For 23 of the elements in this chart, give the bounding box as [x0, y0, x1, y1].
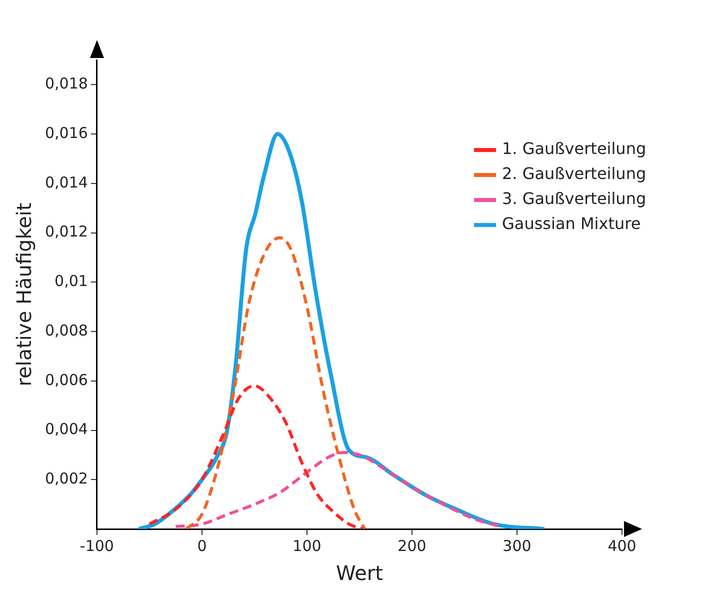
y-tick-label: 0,006: [44, 370, 88, 389]
y-axis-title: relative Häufigkeit: [12, 202, 36, 386]
y-tick-label: 0,008: [44, 321, 88, 340]
line-series: [148, 384, 364, 529]
y-tick-label: 0,004: [44, 420, 88, 438]
y-tick-label: 0,01: [54, 272, 88, 290]
y-tick-label: 0,014: [44, 173, 88, 192]
x-tick-label: 100: [292, 536, 322, 555]
x-tick-label: -100: [80, 536, 114, 555]
x-tick-label: 0: [197, 536, 207, 555]
line-series: [184, 236, 366, 529]
y-tick-label: 0,002: [44, 470, 88, 488]
x-axis-title: Wert: [336, 561, 384, 586]
y-tick-label: 0,012: [44, 222, 88, 241]
legend-label: 3. Gaußverteilung: [502, 189, 646, 208]
y-tick-label: 0,016: [44, 124, 88, 142]
legend-label: 1. Gaußverteilung: [502, 139, 646, 158]
legend-label: Gaussian Mixture: [502, 214, 641, 234]
x-tick-label: 200: [398, 536, 426, 555]
x-tick-label: 300: [502, 536, 532, 555]
x-tick-label: 400: [608, 536, 636, 555]
legend-label: 2. Gaußverteilung: [502, 164, 646, 184]
y-tick-label: 0,018: [44, 74, 88, 93]
